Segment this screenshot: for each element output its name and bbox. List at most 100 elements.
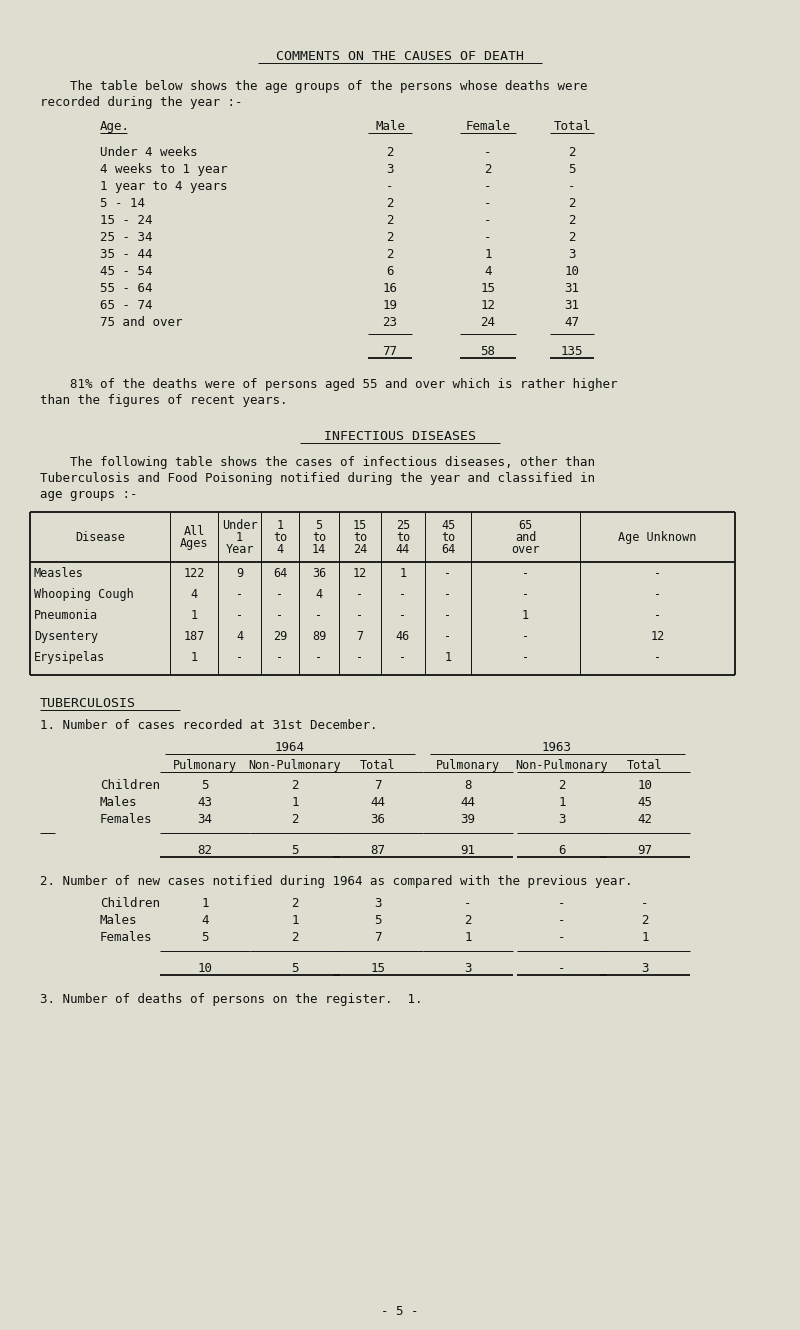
Text: Pulmonary: Pulmonary xyxy=(436,759,500,771)
Text: -: - xyxy=(484,146,492,160)
Text: -: - xyxy=(654,609,661,622)
Text: 2: 2 xyxy=(558,779,566,791)
Text: Pneumonia: Pneumonia xyxy=(34,609,98,622)
Text: Pulmonary: Pulmonary xyxy=(173,759,237,771)
Text: 77: 77 xyxy=(382,344,398,358)
Text: 5: 5 xyxy=(291,962,298,975)
Text: -: - xyxy=(654,588,661,601)
Text: Under: Under xyxy=(222,519,258,532)
Text: 1 year to 4 years: 1 year to 4 years xyxy=(100,180,227,193)
Text: Disease: Disease xyxy=(75,531,125,544)
Text: 122: 122 xyxy=(183,567,205,580)
Text: Total: Total xyxy=(360,759,396,771)
Text: 2: 2 xyxy=(291,779,298,791)
Text: 4: 4 xyxy=(315,588,322,601)
Text: -: - xyxy=(236,588,243,601)
Text: 2: 2 xyxy=(386,214,394,227)
Text: 2: 2 xyxy=(568,231,576,243)
Text: 1: 1 xyxy=(202,896,209,910)
Text: 1: 1 xyxy=(291,795,298,809)
Text: -: - xyxy=(558,914,566,927)
Text: -: - xyxy=(558,931,566,944)
Text: -: - xyxy=(277,588,283,601)
Text: 5: 5 xyxy=(568,164,576,176)
Text: The following table shows the cases of infectious diseases, other than: The following table shows the cases of i… xyxy=(40,456,595,469)
Text: 87: 87 xyxy=(370,845,386,857)
Text: 36: 36 xyxy=(312,567,326,580)
Text: to: to xyxy=(273,531,287,544)
Text: All: All xyxy=(183,525,205,539)
Text: Year: Year xyxy=(226,543,254,556)
Text: 42: 42 xyxy=(638,813,653,826)
Text: 2: 2 xyxy=(568,214,576,227)
Text: 35 - 44: 35 - 44 xyxy=(100,247,153,261)
Text: -: - xyxy=(654,650,661,664)
Text: 65: 65 xyxy=(518,519,533,532)
Text: Measles: Measles xyxy=(34,567,84,580)
Text: -: - xyxy=(568,180,576,193)
Text: -: - xyxy=(445,609,451,622)
Text: Females: Females xyxy=(100,813,153,826)
Text: 5: 5 xyxy=(315,519,322,532)
Text: 16: 16 xyxy=(382,282,398,295)
Text: 15 - 24: 15 - 24 xyxy=(100,214,153,227)
Text: 187: 187 xyxy=(183,630,205,642)
Text: 1964: 1964 xyxy=(275,741,305,754)
Text: 1: 1 xyxy=(558,795,566,809)
Text: 15: 15 xyxy=(370,962,386,975)
Text: 5 - 14: 5 - 14 xyxy=(100,197,145,210)
Text: 1. Number of cases recorded at 31st December.: 1. Number of cases recorded at 31st Dece… xyxy=(40,720,378,732)
Text: Children: Children xyxy=(100,779,160,791)
Text: 97: 97 xyxy=(638,845,653,857)
Text: -: - xyxy=(522,567,529,580)
Text: 3: 3 xyxy=(464,962,472,975)
Text: over: over xyxy=(511,543,540,556)
Text: 10: 10 xyxy=(638,779,653,791)
Text: Children: Children xyxy=(100,896,160,910)
Text: 45 - 54: 45 - 54 xyxy=(100,265,153,278)
Text: 1: 1 xyxy=(277,519,283,532)
Text: -: - xyxy=(558,962,566,975)
Text: 55 - 64: 55 - 64 xyxy=(100,282,153,295)
Text: 12: 12 xyxy=(353,567,367,580)
Text: 45: 45 xyxy=(441,519,455,532)
Text: to: to xyxy=(396,531,410,544)
Text: 5: 5 xyxy=(202,779,209,791)
Text: -: - xyxy=(464,896,472,910)
Text: The table below shows the age groups of the persons whose deaths were: The table below shows the age groups of … xyxy=(40,80,587,93)
Text: TUBERCULOSIS: TUBERCULOSIS xyxy=(40,697,136,710)
Text: 1: 1 xyxy=(190,650,198,664)
Text: -: - xyxy=(484,180,492,193)
Text: 4 weeks to 1 year: 4 weeks to 1 year xyxy=(100,164,227,176)
Text: 6: 6 xyxy=(558,845,566,857)
Text: Dysentery: Dysentery xyxy=(34,630,98,642)
Text: to: to xyxy=(312,531,326,544)
Text: 9: 9 xyxy=(236,567,243,580)
Text: 89: 89 xyxy=(312,630,326,642)
Text: 7: 7 xyxy=(374,931,382,944)
Text: 1: 1 xyxy=(291,914,298,927)
Text: than the figures of recent years.: than the figures of recent years. xyxy=(40,394,287,407)
Text: 3. Number of deaths of persons on the register.  1.: 3. Number of deaths of persons on the re… xyxy=(40,994,422,1005)
Text: -: - xyxy=(642,896,649,910)
Text: Non-Pulmonary: Non-Pulmonary xyxy=(249,759,342,771)
Text: 1: 1 xyxy=(464,931,472,944)
Text: -: - xyxy=(484,231,492,243)
Text: -: - xyxy=(357,588,363,601)
Text: 31: 31 xyxy=(565,282,579,295)
Text: Males: Males xyxy=(100,795,138,809)
Text: 24: 24 xyxy=(481,317,495,329)
Text: 5: 5 xyxy=(374,914,382,927)
Text: 4: 4 xyxy=(277,543,283,556)
Text: 44: 44 xyxy=(370,795,386,809)
Text: 1: 1 xyxy=(236,531,243,544)
Text: 2: 2 xyxy=(568,146,576,160)
Text: and: and xyxy=(515,531,536,544)
Text: COMMENTS ON THE CAUSES OF DEATH: COMMENTS ON THE CAUSES OF DEATH xyxy=(276,51,524,63)
Text: 1: 1 xyxy=(445,650,451,664)
Text: 1: 1 xyxy=(642,931,649,944)
Text: 2: 2 xyxy=(464,914,472,927)
Text: 91: 91 xyxy=(461,845,475,857)
Text: 2: 2 xyxy=(568,197,576,210)
Text: -: - xyxy=(522,588,529,601)
